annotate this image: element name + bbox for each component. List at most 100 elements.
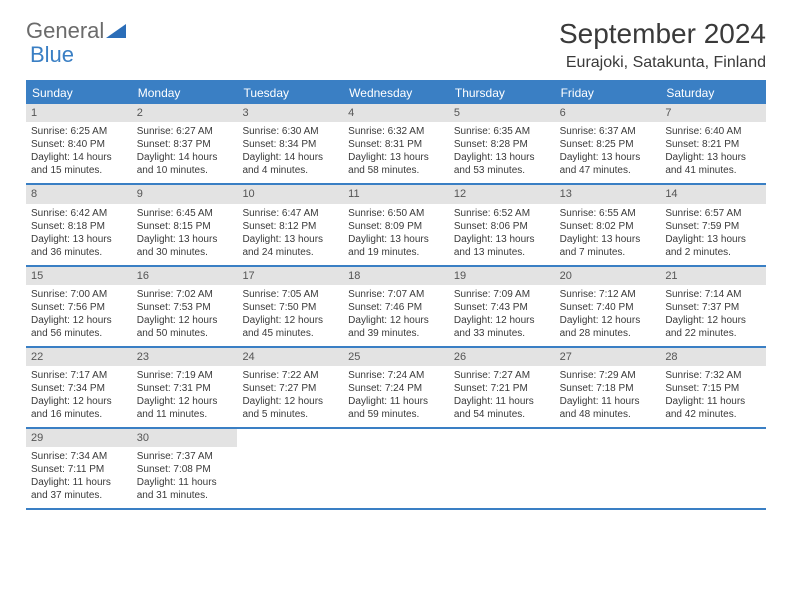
weekday-header: Monday <box>132 82 238 104</box>
day-info-line: Sunrise: 7:05 AM <box>242 288 338 301</box>
day-info-line: Daylight: 11 hours <box>137 476 233 489</box>
day-number: 2 <box>132 104 238 122</box>
day-cell: 4Sunrise: 6:32 AMSunset: 8:31 PMDaylight… <box>343 104 449 183</box>
header: General September 2024 Eurajoki, Satakun… <box>0 0 792 80</box>
logo-text-1: General <box>26 18 104 44</box>
day-cell: 27Sunrise: 7:29 AMSunset: 7:18 PMDayligh… <box>555 348 661 427</box>
week-row: 1Sunrise: 6:25 AMSunset: 8:40 PMDaylight… <box>26 104 766 185</box>
week-row: 22Sunrise: 7:17 AMSunset: 7:34 PMDayligh… <box>26 348 766 429</box>
day-info-line: Sunset: 7:21 PM <box>454 382 550 395</box>
day-number: 24 <box>237 348 343 366</box>
day-info-line: Sunset: 7:43 PM <box>454 301 550 314</box>
day-info-line: Sunrise: 6:45 AM <box>137 207 233 220</box>
day-info-line: Sunrise: 7:24 AM <box>348 369 444 382</box>
day-cell: 22Sunrise: 7:17 AMSunset: 7:34 PMDayligh… <box>26 348 132 427</box>
weekday-header: Tuesday <box>237 82 343 104</box>
day-number: 21 <box>660 267 766 285</box>
day-cell: 7Sunrise: 6:40 AMSunset: 8:21 PMDaylight… <box>660 104 766 183</box>
day-cell: 18 Sunrise: 7:07 AMSunset: 7:46 PMDayligh… <box>343 267 449 346</box>
day-cell: 24Sunrise: 7:22 AMSunset: 7:27 PMDayligh… <box>237 348 343 427</box>
day-info-line: Sunset: 7:18 PM <box>560 382 656 395</box>
day-number: 18 <box>343 267 449 285</box>
week-row: 15Sunrise: 7:00 AMSunset: 7:56 PMDayligh… <box>26 267 766 348</box>
day-cell: 12Sunrise: 6:52 AMSunset: 8:06 PMDayligh… <box>449 185 555 264</box>
day-info-line: Daylight: 12 hours <box>31 395 127 408</box>
day-info-line: Sunrise: 6:52 AM <box>454 207 550 220</box>
day-info-line: Daylight: 12 hours <box>348 314 444 327</box>
day-info-line: Daylight: 13 hours <box>454 233 550 246</box>
weekday-row: SundayMondayTuesdayWednesdayThursdayFrid… <box>26 82 766 104</box>
day-info-line: Sunset: 7:46 PM <box>348 301 444 314</box>
day-info-line: Sunset: 7:50 PM <box>242 301 338 314</box>
day-info-line: Sunrise: 7:17 AM <box>31 369 127 382</box>
day-info-line: Sunset: 7:24 PM <box>348 382 444 395</box>
day-info-line: Sunrise: 6:32 AM <box>348 125 444 138</box>
week-row: 8Sunrise: 6:42 AMSunset: 8:18 PMDaylight… <box>26 185 766 266</box>
day-info-line: and 53 minutes. <box>454 164 550 177</box>
day-number: 4 <box>343 104 449 122</box>
day-info-line: Daylight: 13 hours <box>665 233 761 246</box>
day-info-line: Sunrise: 7:09 AM <box>454 288 550 301</box>
weekday-header: Thursday <box>449 82 555 104</box>
day-number: 3 <box>237 104 343 122</box>
day-info-line: Daylight: 12 hours <box>242 314 338 327</box>
day-info-line: and 33 minutes. <box>454 327 550 340</box>
day-number: 26 <box>449 348 555 366</box>
weekday-header: Sunday <box>26 82 132 104</box>
day-info-line: and 4 minutes. <box>242 164 338 177</box>
day-info-line: and 47 minutes. <box>560 164 656 177</box>
day-info-line: Daylight: 14 hours <box>242 151 338 164</box>
day-info-line: and 30 minutes. <box>137 246 233 259</box>
day-info-line: Sunrise: 6:35 AM <box>454 125 550 138</box>
day-info-line: Sunset: 8:21 PM <box>665 138 761 151</box>
day-info-line: Sunset: 8:09 PM <box>348 220 444 233</box>
day-info-line: Daylight: 12 hours <box>454 314 550 327</box>
weekday-header: Saturday <box>660 82 766 104</box>
day-cell: 5Sunrise: 6:35 AMSunset: 8:28 PMDaylight… <box>449 104 555 183</box>
day-cell <box>343 429 449 508</box>
day-info-line: Sunset: 8:06 PM <box>454 220 550 233</box>
day-info-line: and 42 minutes. <box>665 408 761 421</box>
day-info-line: Sunset: 7:11 PM <box>31 463 127 476</box>
day-info-line: Sunrise: 6:30 AM <box>242 125 338 138</box>
day-info-line: Sunset: 7:15 PM <box>665 382 761 395</box>
day-info-line: Sunrise: 7:32 AM <box>665 369 761 382</box>
day-info-line: Sunrise: 7:29 AM <box>560 369 656 382</box>
day-info-line: Daylight: 11 hours <box>348 395 444 408</box>
weeks-container: 1Sunrise: 6:25 AMSunset: 8:40 PMDaylight… <box>26 104 766 510</box>
day-info-line: Sunrise: 6:50 AM <box>348 207 444 220</box>
day-info-line: Daylight: 12 hours <box>31 314 127 327</box>
day-info-line: and 37 minutes. <box>31 489 127 502</box>
day-number: 19 <box>449 267 555 285</box>
day-info-line: Daylight: 13 hours <box>665 151 761 164</box>
day-info-line: Sunrise: 7:07 AM <box>348 288 444 301</box>
day-info-line: Daylight: 11 hours <box>665 395 761 408</box>
day-info-line: and 28 minutes. <box>560 327 656 340</box>
day-number: 25 <box>343 348 449 366</box>
day-number: 20 <box>555 267 661 285</box>
day-cell <box>237 429 343 508</box>
day-info-line: Sunset: 7:59 PM <box>665 220 761 233</box>
logo-text-2: Blue <box>30 42 74 68</box>
day-info-line: Sunrise: 6:37 AM <box>560 125 656 138</box>
day-info-line: Sunrise: 6:57 AM <box>665 207 761 220</box>
day-info-line: Sunrise: 7:19 AM <box>137 369 233 382</box>
day-info-line: Sunrise: 6:40 AM <box>665 125 761 138</box>
day-cell: 2Sunrise: 6:27 AMSunset: 8:37 PMDaylight… <box>132 104 238 183</box>
day-info-line: and 10 minutes. <box>137 164 233 177</box>
day-info-line: Daylight: 12 hours <box>242 395 338 408</box>
day-cell: 10Sunrise: 6:47 AMSunset: 8:12 PMDayligh… <box>237 185 343 264</box>
day-info-line: Sunset: 8:28 PM <box>454 138 550 151</box>
day-info-line: and 41 minutes. <box>665 164 761 177</box>
day-number: 23 <box>132 348 238 366</box>
day-info-line: and 11 minutes. <box>137 408 233 421</box>
day-cell: 29Sunrise: 7:34 AMSunset: 7:11 PMDayligh… <box>26 429 132 508</box>
day-cell <box>449 429 555 508</box>
day-info-line: and 50 minutes. <box>137 327 233 340</box>
day-info-line: and 16 minutes. <box>31 408 127 421</box>
day-info-line: Sunset: 8:31 PM <box>348 138 444 151</box>
day-info-line: Sunset: 7:34 PM <box>31 382 127 395</box>
day-number: 15 <box>26 267 132 285</box>
day-info-line: and 31 minutes. <box>137 489 233 502</box>
day-info-line: Sunrise: 7:14 AM <box>665 288 761 301</box>
